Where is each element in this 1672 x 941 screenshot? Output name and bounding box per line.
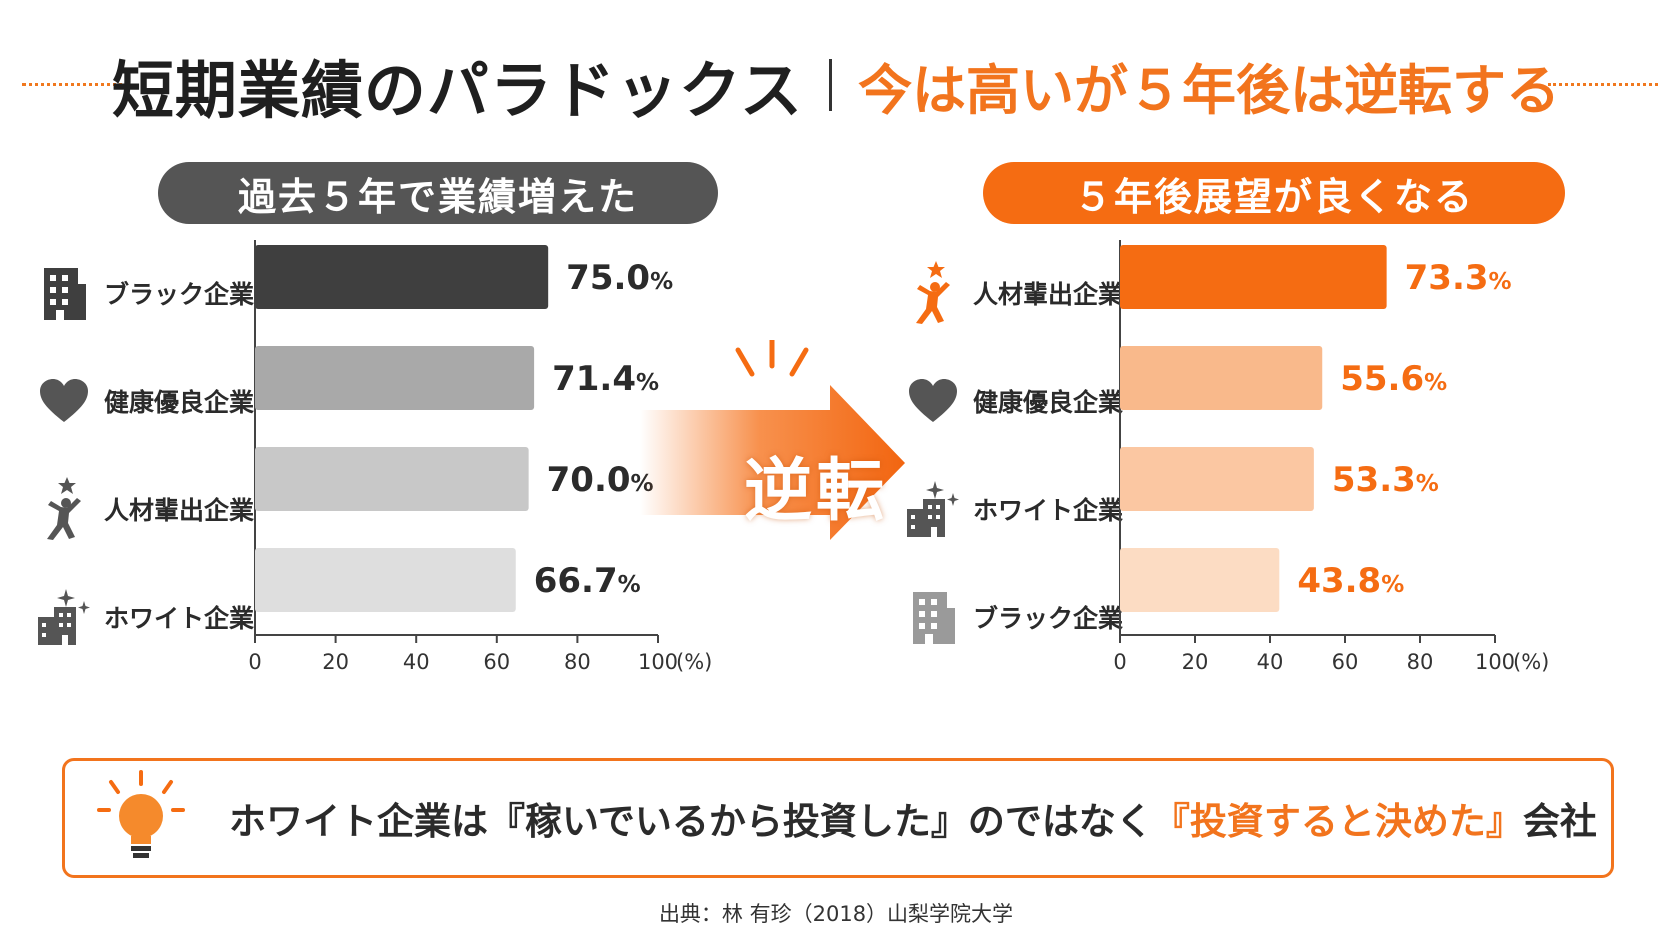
x-tick-label: 60 bbox=[1332, 650, 1359, 674]
right-row-white: ホワイト企業 bbox=[905, 474, 1123, 544]
burst-lines-icon bbox=[735, 340, 809, 377]
bar-2 bbox=[1120, 447, 1314, 511]
right-panel-heading: ５年後展望が良くなる bbox=[983, 162, 1565, 224]
x-tick-label: 80 bbox=[564, 650, 591, 674]
heart-icon bbox=[36, 369, 92, 433]
heart-icon bbox=[905, 369, 961, 433]
star-person-icon bbox=[36, 477, 92, 541]
conclusion-text: ホワイト企業は『稼いでいるから投資した』のではなく『投資すると決めた』会社 bbox=[229, 791, 1597, 845]
bar-3 bbox=[255, 548, 516, 612]
value-label: 70.0% bbox=[547, 460, 654, 500]
left-row-talent: 人材輩出企業 bbox=[36, 474, 254, 544]
page-title: 短期業績のパラドックス bbox=[111, 54, 804, 127]
x-axis-unit: (%) bbox=[676, 650, 712, 674]
x-tick-label: 0 bbox=[1113, 650, 1126, 674]
header-right-dots bbox=[1548, 83, 1658, 86]
arrow-label: 逆転 bbox=[744, 452, 889, 531]
left-row-health: 健康優良企業 bbox=[36, 366, 254, 436]
note-suffix: 会社 bbox=[1522, 800, 1597, 843]
conclusion-box: ホワイト企業は『稼いでいるから投資した』のではなく『投資すると決めた』会社 bbox=[62, 758, 1614, 878]
left-bar-chart: 0 20 40 60 80 100(%) 75.0% 71.4% 70.0% 66.7% bbox=[248, 240, 712, 674]
right-row-black: ブラック企業 bbox=[905, 582, 1123, 652]
x-tick-label: 0 bbox=[248, 650, 261, 674]
sparkle-building-icon bbox=[905, 477, 961, 541]
value-label: 53.3% bbox=[1332, 460, 1439, 500]
x-tick-label: 40 bbox=[403, 650, 430, 674]
x-tick-label: 40 bbox=[1257, 650, 1284, 674]
row-label-text: ホワイト企業 bbox=[104, 604, 255, 633]
value-label: 43.8% bbox=[1297, 561, 1404, 601]
bar-2 bbox=[255, 447, 529, 511]
bar-3 bbox=[1120, 548, 1280, 612]
star-person-icon bbox=[905, 261, 961, 325]
x-tick-label: 20 bbox=[322, 650, 349, 674]
bar-1 bbox=[255, 346, 535, 410]
row-label-text: ブラック企業 bbox=[104, 280, 255, 309]
row-label-text: ブラック企業 bbox=[973, 604, 1124, 633]
building-icon bbox=[905, 585, 961, 649]
reversal-arrow-icon bbox=[640, 340, 905, 540]
x-tick-label: 100 bbox=[1475, 650, 1515, 674]
right-row-health: 健康優良企業 bbox=[905, 366, 1123, 436]
bar-0 bbox=[1120, 245, 1387, 309]
left-panel-heading: 過去５年で業績増えた bbox=[158, 162, 718, 224]
building-icon bbox=[36, 261, 92, 325]
lightbulb-icon bbox=[97, 770, 185, 858]
header: 短期業績のパラドックス 今は高いが５年後は逆転する bbox=[0, 40, 1672, 130]
sparkle-building-icon bbox=[36, 585, 92, 649]
bar-0 bbox=[255, 245, 549, 309]
right-bar-chart: 0 20 40 60 80 100(%) 73.3% 55.6% 53.3% 43.8% bbox=[1113, 240, 1549, 674]
source-citation: 出典：林 有珍（2018）山梨学院大学 bbox=[658, 902, 1014, 926]
title-separator bbox=[829, 59, 833, 111]
row-label-text: 人材輩出企業 bbox=[973, 280, 1124, 309]
row-label-text: 人材輩出企業 bbox=[104, 496, 255, 525]
value-label: 73.3% bbox=[1405, 258, 1512, 298]
left-row-black: ブラック企業 bbox=[36, 258, 254, 328]
value-label: 75.0% bbox=[566, 258, 673, 298]
header-left-dots bbox=[22, 83, 130, 86]
right-row-talent: 人材輩出企業 bbox=[905, 258, 1123, 328]
note-prefix: ホワイト企業は『稼いでいるから投資した』のではなく bbox=[229, 800, 1153, 843]
bar-1 bbox=[1120, 346, 1323, 410]
x-axis-unit: (%) bbox=[1513, 650, 1549, 674]
row-label-text: 健康優良企業 bbox=[973, 388, 1124, 417]
x-tick-label: 100 bbox=[638, 650, 678, 674]
x-tick-label: 20 bbox=[1182, 650, 1209, 674]
left-row-white: ホワイト企業 bbox=[36, 582, 254, 652]
note-highlight: 『投資すると決めた』 bbox=[1152, 800, 1523, 843]
row-label-text: ホワイト企業 bbox=[973, 496, 1124, 525]
x-tick-label: 80 bbox=[1407, 650, 1434, 674]
page-subtitle: 今は高いが５年後は逆転する bbox=[858, 58, 1561, 122]
value-label: 66.7% bbox=[534, 561, 641, 601]
row-label-text: 健康優良企業 bbox=[104, 388, 255, 417]
x-tick-label: 60 bbox=[483, 650, 510, 674]
value-label: 55.6% bbox=[1340, 359, 1447, 399]
value-label: 71.4% bbox=[552, 359, 659, 399]
